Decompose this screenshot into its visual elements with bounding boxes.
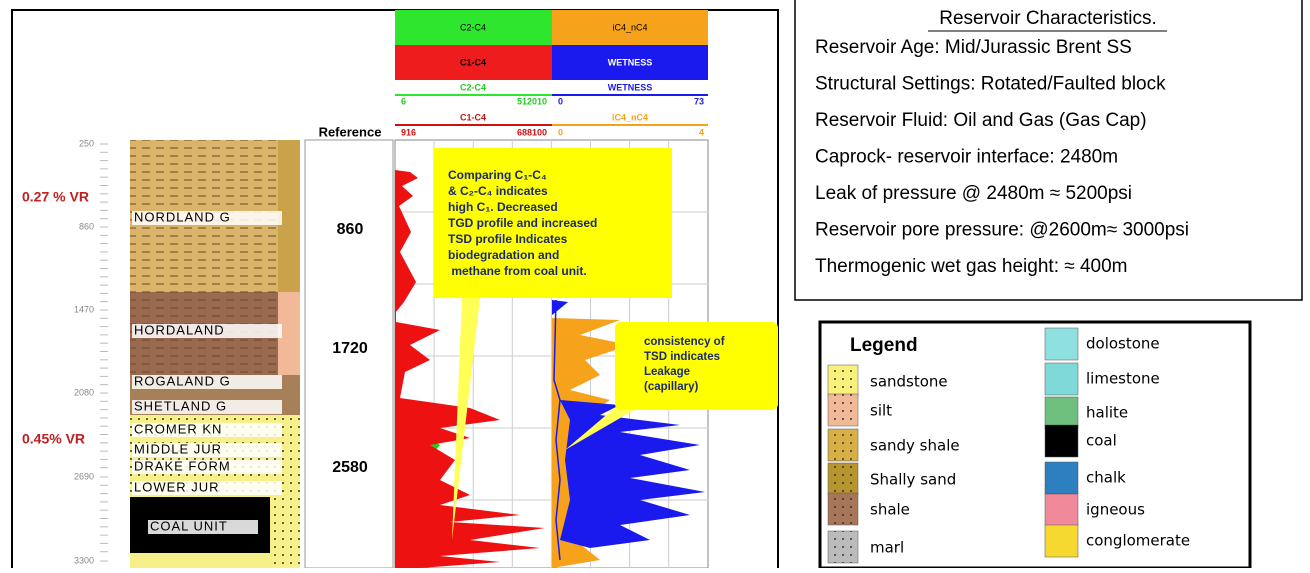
legend-swatch [1045, 328, 1078, 360]
vr-label: 0.27 % VR [22, 189, 89, 205]
scale-max: 4 [699, 127, 704, 137]
page: 250 860 1470 2080 2690 3300 0.27 % VR 0.45% VR N… [0, 0, 1310, 568]
depth-label: 250 [79, 138, 94, 148]
legend-swatch-pattern [828, 463, 858, 495]
callout-text: biodegradation and [448, 248, 559, 262]
legend-swatch-pattern [828, 365, 858, 397]
legend-swatch [1045, 525, 1078, 557]
reservoir-line: Structural Settings: Rotated/Faulted blo… [815, 74, 1166, 95]
reservoir-line: Thermogenic wet gas height: ≈ 400m [815, 256, 1127, 277]
callout-text: TSD indicates [644, 351, 720, 363]
legend-swatch [1045, 397, 1078, 429]
legend-swatch-pattern [828, 493, 858, 525]
legend-swatch-pattern [828, 394, 858, 426]
callout-text: & C₂-C₄ indicates [448, 184, 548, 198]
reservoir-line: Leak of pressure @ 2480m ≈ 5200psi [815, 183, 1132, 204]
legend-label: silt [870, 402, 892, 420]
reference-depth: 2580 [332, 459, 368, 476]
callout-text: high C₁. Decreased [448, 200, 558, 214]
callout-text: Comparing C₁-C₄ [448, 168, 547, 182]
legend-label: igneous [1086, 501, 1145, 519]
legend-label: marl [870, 539, 904, 557]
legend-label: conglomerate [1086, 532, 1190, 550]
legend-label: shale [870, 501, 910, 519]
legend-label: chalk [1086, 469, 1126, 487]
formation-label: SHETLAND G [134, 398, 227, 413]
scale-max: 512010 [517, 96, 547, 106]
callout-text: TGD profile and increased [448, 216, 597, 230]
reservoir-line: Reservoir Fluid: Oil and Gas (Gas Cap) [815, 110, 1147, 131]
curve-name: iC4_nC4 [612, 112, 648, 122]
formation-label: DRAKE FORM [134, 458, 231, 473]
reference-depth: 860 [337, 221, 364, 238]
band-label: C2-C4 [460, 22, 486, 32]
curve-name: C2-C4 [460, 82, 486, 92]
reference-title: Reference [319, 124, 382, 139]
depth-label: 860 [79, 221, 94, 231]
legend-label: coal [1086, 432, 1117, 450]
formation-label: HORDALAND [134, 322, 225, 337]
scale-max: 73 [694, 96, 704, 106]
band-label: WETNESS [608, 57, 653, 67]
legend-label: sandy shale [870, 437, 960, 455]
figure: 250 860 1470 2080 2690 3300 0.27 % VR 0.45% VR N… [0, 0, 1310, 568]
band-label: iC4_nC4 [612, 22, 647, 32]
legend-label: limestone [1086, 370, 1160, 388]
legend-label: Shally sand [870, 471, 956, 489]
depth-label: 2080 [74, 387, 94, 397]
legend-title: Legend [850, 335, 918, 356]
depth-label: 1470 [74, 304, 94, 314]
callout-text: (capillary) [644, 381, 698, 393]
formation-label: CROMER KN [134, 421, 222, 436]
legend-swatch-pattern [828, 429, 858, 461]
callout-text: consistency of [644, 336, 725, 348]
formation-label: LOWER JUR [134, 479, 220, 494]
formation-label: NORDLAND G [134, 209, 231, 224]
curve-name: WETNESS [608, 82, 653, 92]
band-label: C1-C4 [460, 57, 486, 67]
scale-min: 916 [401, 127, 416, 137]
legend-swatch [1045, 425, 1078, 457]
depth-label: 3300 [74, 555, 94, 565]
curve-name: C1-C4 [460, 112, 486, 122]
scale-min: 0 [558, 127, 563, 137]
callout-text: TSD profile Indicates [448, 232, 568, 246]
callout-text: methane from coal unit. [448, 264, 587, 278]
callout-text: Leakage [644, 366, 690, 378]
formation-label: MIDDLE JUR [134, 441, 222, 456]
reservoir-line: Caprock- reservoir interface: 2480m [815, 147, 1118, 168]
formation-label: COAL UNIT [150, 518, 228, 533]
scale-min: 6 [401, 96, 406, 106]
scale-max: 688100 [517, 127, 547, 137]
legend-swatch [1045, 462, 1078, 494]
formation-label: ROGALAND G [134, 373, 231, 388]
reservoir-line: Reservoir pore pressure: @2600m≈ 3000psi [815, 220, 1189, 241]
legend-swatch-pattern [828, 531, 858, 563]
lithology-column [130, 140, 300, 568]
legend-swatch [1045, 363, 1078, 395]
legend-label: sandstone [870, 373, 948, 391]
legend-swatch [1045, 494, 1078, 526]
reservoir-title: Reservoir Characteristics. [939, 8, 1157, 29]
reservoir-line: Reservoir Age: Mid/Jurassic Brent SS [815, 37, 1132, 58]
legend-label: dolostone [1086, 335, 1160, 353]
vr-label: 0.45% VR [22, 431, 85, 447]
depth-label: 2690 [74, 471, 94, 481]
legend-label: halite [1086, 404, 1128, 422]
reference-depth: 1720 [332, 340, 368, 357]
scale-min: 0 [558, 96, 563, 106]
